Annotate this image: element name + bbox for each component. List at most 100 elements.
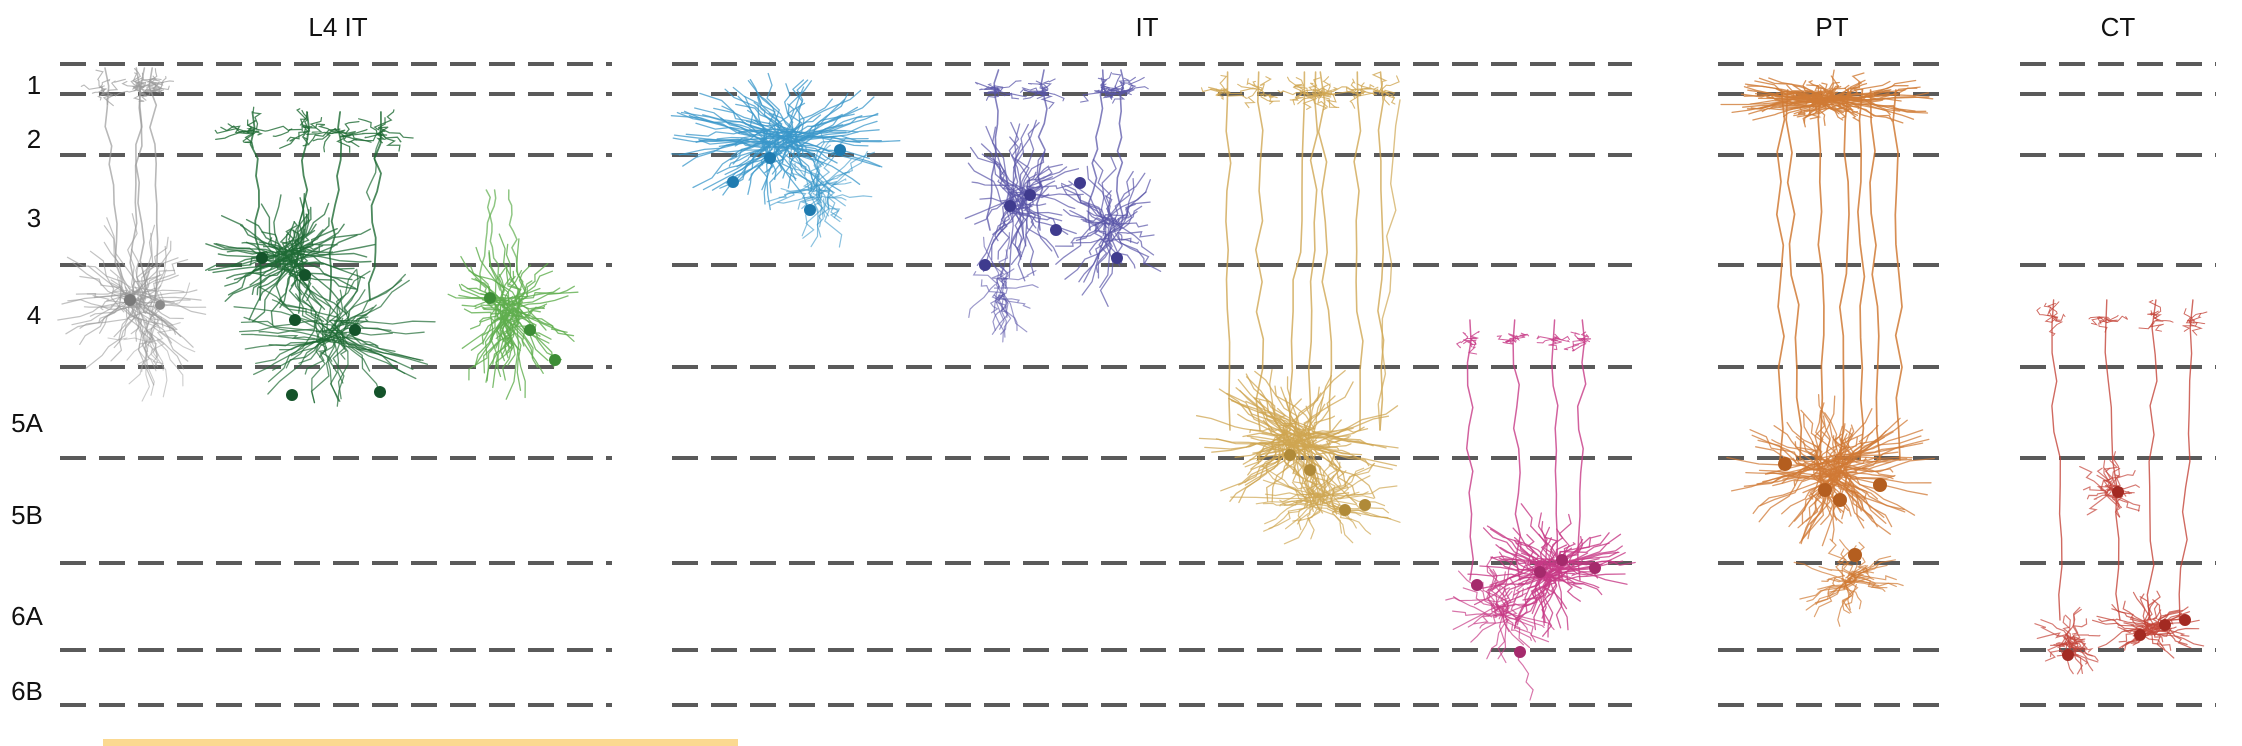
layer-label-2: 2 (27, 124, 41, 154)
dendrite-branch (1211, 437, 1295, 453)
dendrite-branch (130, 68, 142, 87)
soma (1359, 499, 1371, 511)
dendrite-branch (1502, 583, 1526, 610)
dendrite-branch (91, 88, 106, 94)
dendrite-branch (1543, 537, 1556, 561)
dendrite-branch (1215, 88, 1226, 97)
dendrite-branch (323, 127, 336, 153)
dendrite-branch (334, 328, 414, 371)
dendrite-branch (2118, 625, 2144, 643)
dendrite-branch (1011, 123, 1029, 195)
dendrite-branch (501, 299, 550, 344)
dendrite-branch (2044, 633, 2067, 662)
dendrite-branch (283, 264, 348, 315)
dendrite-branch (253, 340, 315, 376)
dendrite-branch (1486, 566, 1507, 608)
dendrite-branch (2097, 623, 2151, 648)
dendrite-branch (1752, 476, 1816, 515)
dendrite-branch (1814, 409, 1824, 464)
soma (1284, 449, 1296, 461)
dendrite-branch (1266, 469, 1309, 504)
soma (1471, 579, 1483, 591)
dendrite-branch (1505, 337, 1514, 343)
dendrite-branch (1289, 444, 1322, 471)
dendrite-branch (364, 133, 388, 139)
dendrite-branch (238, 319, 322, 333)
dendrite-branch (1837, 583, 1857, 627)
dendrite-branch (1827, 538, 1847, 577)
dendrite-branch (107, 78, 126, 91)
dendrite-branch (215, 127, 257, 141)
dendrite-branch (282, 229, 316, 262)
dendrite-branch (1109, 77, 1130, 92)
dendrite-branch (995, 91, 1020, 100)
dendrite-branch (1796, 102, 1844, 118)
dendrite-branch (1000, 232, 1010, 288)
dendrite-branch (1377, 99, 1401, 431)
dendrite-branch (1571, 338, 1588, 352)
dendrite-branch (150, 339, 165, 367)
dendrite-branch (2142, 634, 2172, 651)
dendrite-branch (1771, 461, 1819, 484)
dendrite-branch (224, 256, 287, 287)
dendrite-branch (1307, 494, 1322, 540)
dendrite-branch (2054, 313, 2066, 321)
dendrite-branch (1817, 575, 1845, 590)
dendrite-branch (1008, 121, 1023, 198)
dendrite-branch (377, 117, 389, 132)
dendrite-branch (461, 299, 502, 308)
dendrite-branch (747, 143, 771, 195)
dendrite-branch (519, 285, 575, 300)
dendrite-branch (1018, 122, 1040, 191)
dendrite-branch (71, 293, 140, 326)
dendrite-branch (2139, 596, 2153, 634)
dendrite-branch (1055, 219, 1107, 265)
dendrite-branch (983, 236, 1004, 295)
soma (764, 152, 776, 164)
dendrite-branch (1293, 467, 1308, 502)
dendrite-branch (285, 243, 376, 266)
dendrite-branch (100, 290, 125, 311)
dendrite-branch (1287, 381, 1354, 447)
dendrite-branch (151, 291, 166, 339)
dendrite-branch (279, 299, 315, 320)
soma (1848, 548, 1862, 562)
dendrite-branch (226, 268, 295, 279)
dendrite-branch (1505, 618, 1532, 641)
dendrite-branch (1892, 89, 1903, 461)
dendrite-branch (319, 339, 424, 362)
dendrite-branch (774, 102, 806, 136)
layer-boundaries (60, 62, 2216, 707)
dendrite-branch (1229, 449, 1291, 502)
dendrite-branch (1016, 211, 1059, 258)
dendrite-branch (1773, 425, 1825, 470)
dendrite-branch (1216, 89, 1228, 101)
dendrite-branch (511, 305, 546, 323)
dendrite-branch (241, 333, 329, 341)
soma (2134, 629, 2146, 641)
layer-label-5b: 5B (11, 500, 43, 530)
dendrite-branch (1121, 83, 1134, 94)
dendrite-branch (1312, 445, 1356, 496)
dendrite-branch (1023, 89, 1048, 95)
soma (349, 324, 361, 336)
dendrite-branch (672, 137, 770, 145)
dendrite-branch (276, 266, 353, 281)
dendrite-branch (1467, 337, 1478, 355)
dendrite-branch (1845, 473, 1885, 518)
dendrite-branch (278, 249, 340, 301)
dendrite-branch (1322, 76, 1331, 94)
dendrite-branch (2065, 644, 2089, 665)
dendrite-branch (1001, 294, 1012, 338)
dendrite-branch (1840, 548, 1857, 581)
soma (299, 269, 311, 281)
dendrite-branch (2148, 299, 2162, 321)
dendrite-branch (781, 130, 847, 135)
dendrite-branch (270, 257, 285, 326)
dendrite-branch (479, 189, 497, 291)
dendrite-branch (1775, 89, 1786, 461)
dendrite-branch (1277, 89, 1309, 96)
group-title-l4it: L4 IT (308, 12, 367, 42)
dendrite-branch (736, 139, 779, 168)
dendrite-branch (1537, 532, 1610, 579)
